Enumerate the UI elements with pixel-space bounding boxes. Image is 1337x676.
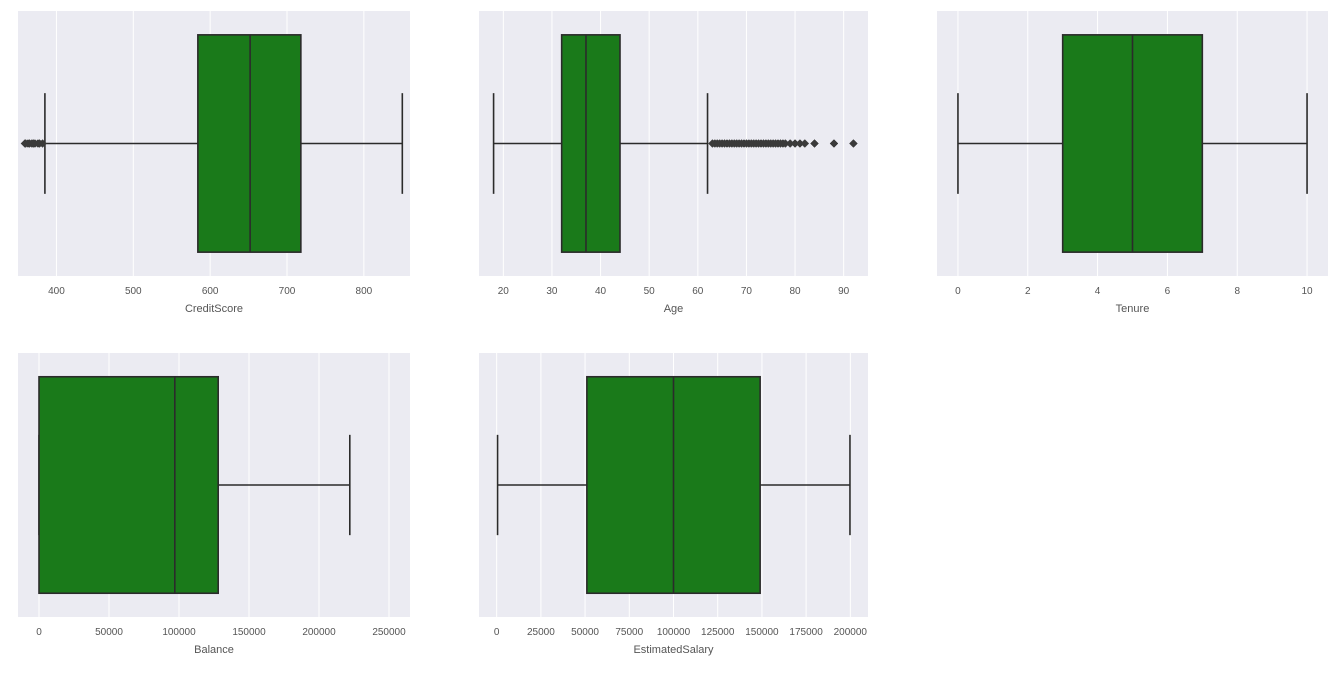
- boxplot-salary: 0 25000 50000 75000 100000 125000 150000 175000…: [479, 353, 868, 667]
- xtick-label: 25000: [527, 627, 555, 638]
- xtick-label: 500: [125, 286, 142, 297]
- xtick-label: 100000: [657, 627, 691, 638]
- xtick-label: 150000: [232, 627, 266, 638]
- xlabel: EstimatedSalary: [633, 644, 714, 656]
- xtick-label: 400: [48, 286, 65, 297]
- xtick-label: 0: [494, 627, 500, 638]
- xtick-label: 50000: [571, 627, 599, 638]
- xtick-label: 150000: [745, 627, 779, 638]
- xtick-label: 4: [1095, 286, 1101, 297]
- xtick-label: 200000: [302, 627, 336, 638]
- xtick-label: 10: [1301, 286, 1313, 297]
- xtick-label: 30: [546, 286, 558, 297]
- boxplot-tenure: 0 2 4 6 8 10 Tenure: [937, 11, 1328, 326]
- xtick-label: 700: [279, 286, 296, 297]
- xtick-label: 60: [692, 286, 704, 297]
- figure: 400500600700800CreditScore20304050607080…: [0, 0, 1337, 676]
- xlabel: CreditScore: [185, 303, 243, 315]
- xtick-label: 100000: [162, 627, 196, 638]
- xtick-label: 20: [498, 286, 510, 297]
- xtick-label: 50: [644, 286, 656, 297]
- xtick-label: 75000: [615, 627, 643, 638]
- box: [562, 35, 620, 252]
- xtick-label: 125000: [701, 627, 735, 638]
- xtick-label: 175000: [789, 627, 823, 638]
- xtick-label: 6: [1165, 286, 1171, 297]
- xtick-label: 250000: [372, 627, 406, 638]
- xtick-label: 0: [955, 286, 961, 297]
- boxplot-balance: 0 50000 100000 150000 200000 250000 Balance: [18, 353, 410, 667]
- box: [39, 377, 218, 593]
- xtick-label: 80: [790, 286, 802, 297]
- xtick-label: 70: [741, 286, 753, 297]
- xtick-label: 200000: [834, 627, 868, 638]
- boxplot-age: 20 30 40 50 60 70 80 90 Age: [479, 11, 868, 326]
- xlabel: Balance: [194, 644, 234, 656]
- xtick-label: 0: [36, 627, 42, 638]
- xlabel: Tenure: [1116, 303, 1150, 315]
- xlabel: Age: [664, 303, 684, 315]
- xtick-label: 2: [1025, 286, 1031, 297]
- xtick-label: 50000: [95, 627, 123, 638]
- xtick-label: 40: [595, 286, 607, 297]
- boxplot-creditscore: 400 500 600 700 800 CreditScore: [18, 11, 410, 326]
- xtick-label: 800: [356, 286, 373, 297]
- xtick-label: 8: [1234, 286, 1240, 297]
- xtick-label: 600: [202, 286, 219, 297]
- xtick-label: 90: [838, 286, 850, 297]
